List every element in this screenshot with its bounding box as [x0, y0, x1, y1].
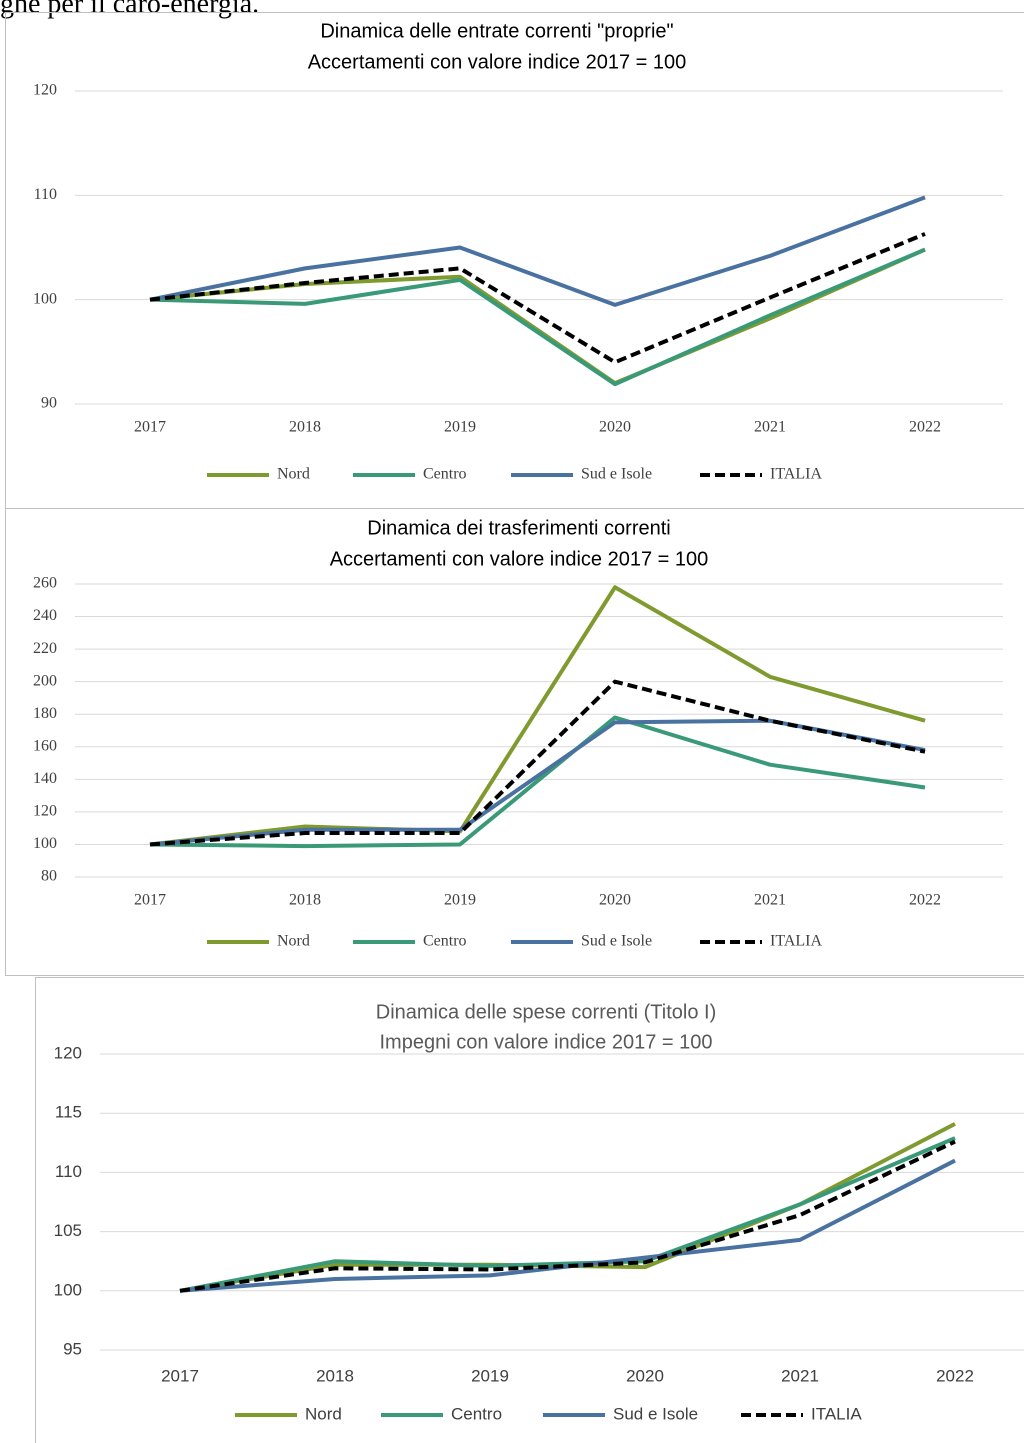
y-tick-label: 80: [41, 868, 57, 885]
y-tick-label: 260: [33, 575, 57, 592]
x-tick-label: 2018: [289, 892, 321, 909]
y-tick-label: 100: [33, 835, 57, 852]
x-tick-label: 2021: [781, 1366, 819, 1385]
y-tick-label: 110: [34, 186, 57, 203]
series-line: [149, 247, 926, 387]
x-tick-label: 2019: [471, 1366, 509, 1385]
x-tick-label: 2017: [134, 419, 166, 436]
legend-label: Sud e Isole: [581, 466, 652, 483]
x-tick-label: 2022: [909, 419, 941, 436]
x-tick-label: 2021: [754, 892, 786, 909]
x-tick-label: 2018: [316, 1366, 354, 1385]
x-tick-label: 2020: [599, 892, 631, 909]
chart-frame: [5, 508, 1024, 976]
series-line: [179, 1136, 956, 1293]
chart-subtitle: Accertamenti con valore indice 2017 = 10…: [330, 548, 709, 570]
x-tick-label: 2022: [936, 1366, 974, 1385]
x-tick-label: 2019: [444, 419, 476, 436]
x-tick-label: 2021: [754, 419, 786, 436]
legend-label: Centro: [423, 933, 467, 950]
y-tick-label: 100: [54, 1280, 82, 1299]
y-tick-label: 100: [33, 290, 57, 307]
y-tick-label: 110: [55, 1162, 82, 1181]
chart-title: Dinamica dei trasferimenti correnti: [367, 517, 670, 539]
x-tick-label: 2017: [134, 892, 166, 909]
y-tick-label: 120: [33, 803, 57, 820]
legend-label: Sud e Isole: [581, 933, 652, 950]
y-tick-label: 115: [55, 1103, 82, 1122]
y-tick-label: 90: [41, 395, 57, 412]
x-tick-label: 2022: [909, 892, 941, 909]
legend-label: Centro: [451, 1404, 502, 1423]
x-tick-label: 2020: [599, 419, 631, 436]
y-tick-label: 160: [33, 737, 57, 754]
legend-label: Nord: [277, 466, 310, 483]
y-tick-label: 180: [33, 705, 57, 722]
legend-label: Sud e Isole: [613, 1404, 698, 1423]
chart-title: Dinamica delle spese correnti (Titolo I): [376, 1001, 717, 1023]
x-tick-label: 2017: [161, 1366, 199, 1385]
header-text: ghe per il caro-energia.: [0, 0, 259, 19]
series-line: [149, 715, 926, 849]
legend-label: ITALIA: [811, 1404, 862, 1423]
legend-label: Nord: [305, 1404, 342, 1423]
y-tick-label: 120: [33, 82, 57, 99]
chart-title: Dinamica delle entrate correnti "proprie…: [320, 20, 673, 42]
series-line: [149, 679, 926, 847]
series-line: [149, 195, 926, 307]
series-line: [179, 1158, 956, 1293]
x-tick-label: 2018: [289, 419, 321, 436]
series-line: [149, 247, 926, 386]
y-tick-label: 95: [63, 1339, 82, 1358]
chart-subtitle: Accertamenti con valore indice 2017 = 10…: [308, 51, 687, 73]
x-tick-label: 2020: [626, 1366, 664, 1385]
legend-label: Centro: [423, 466, 467, 483]
y-tick-label: 140: [33, 770, 57, 787]
y-tick-label: 105: [54, 1221, 82, 1240]
chart-subtitle: Impegni con valore indice 2017 = 100: [379, 1031, 712, 1053]
x-tick-label: 2019: [444, 892, 476, 909]
legend-label: ITALIA: [770, 933, 822, 950]
series-line: [149, 585, 926, 847]
series-line: [149, 232, 926, 365]
y-tick-label: 200: [33, 672, 57, 689]
legend-label: Nord: [277, 933, 310, 950]
y-tick-label: 220: [33, 640, 57, 657]
y-tick-label: 240: [33, 607, 57, 624]
legend-label: ITALIA: [770, 466, 822, 483]
y-tick-label: 120: [54, 1043, 82, 1062]
